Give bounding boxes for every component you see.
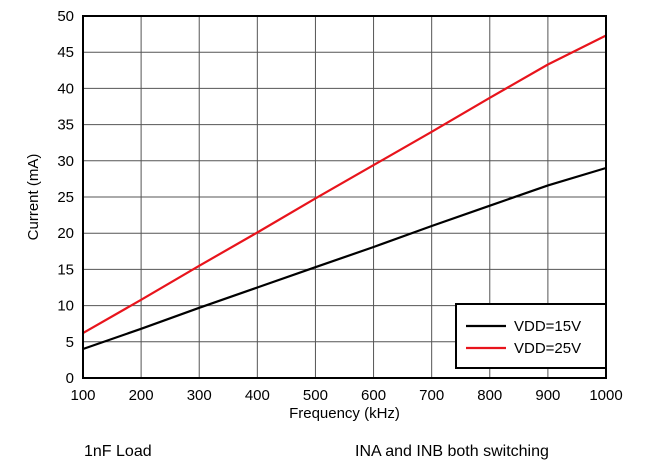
y-tick-labels: 0 5 10 15 20 25 30 35 40 45 50 bbox=[57, 8, 74, 387]
y-tick-label: 25 bbox=[57, 189, 74, 206]
y-axis-label: Current (mA) bbox=[25, 154, 42, 241]
y-tick-label: 20 bbox=[57, 225, 74, 242]
x-tick-labels: 100 200 300 400 500 600 700 800 900 1000 bbox=[70, 387, 622, 404]
y-tick-label: 45 bbox=[57, 44, 74, 61]
x-tick-label: 700 bbox=[419, 387, 444, 404]
x-tick-label: 800 bbox=[477, 387, 502, 404]
x-tick-label: 1000 bbox=[589, 387, 622, 404]
y-tick-label: 0 bbox=[66, 370, 74, 387]
note-switching: INA and INB both switching bbox=[355, 443, 549, 460]
x-tick-label: 300 bbox=[187, 387, 212, 404]
y-tick-label: 5 bbox=[66, 334, 74, 351]
legend-label-vdd-25v: VDD=25V bbox=[514, 340, 581, 357]
series-line-vdd-15v bbox=[82, 166, 607, 351]
x-tick-label: 400 bbox=[245, 387, 270, 404]
series-line-vdd-25v bbox=[82, 34, 607, 335]
x-axis-label: Frequency (kHz) bbox=[289, 405, 400, 422]
y-tick-label: 40 bbox=[57, 80, 74, 97]
line-chart: 100 200 300 400 500 600 700 800 900 1000 0 5 10 15 20… bbox=[25, 8, 623, 422]
y-tick-label: 30 bbox=[57, 153, 74, 170]
legend: VDD=15V VDD=25V bbox=[455, 303, 607, 369]
x-tick-label: 900 bbox=[535, 387, 560, 404]
x-tick-label: 600 bbox=[361, 387, 386, 404]
legend-box bbox=[455, 303, 607, 369]
y-tick-label: 15 bbox=[57, 261, 74, 278]
y-tick-label: 10 bbox=[57, 298, 74, 315]
plot-frame bbox=[82, 15, 607, 379]
x-tick-label: 200 bbox=[129, 387, 154, 404]
legend-label-vdd-15v: VDD=15V bbox=[514, 318, 581, 335]
y-tick-label: 35 bbox=[57, 117, 74, 134]
note-load: 1nF Load bbox=[84, 443, 152, 460]
series-layer bbox=[82, 34, 607, 351]
x-tick-label: 500 bbox=[303, 387, 328, 404]
y-tick-label: 50 bbox=[57, 8, 74, 25]
x-tick-label: 100 bbox=[70, 387, 95, 404]
